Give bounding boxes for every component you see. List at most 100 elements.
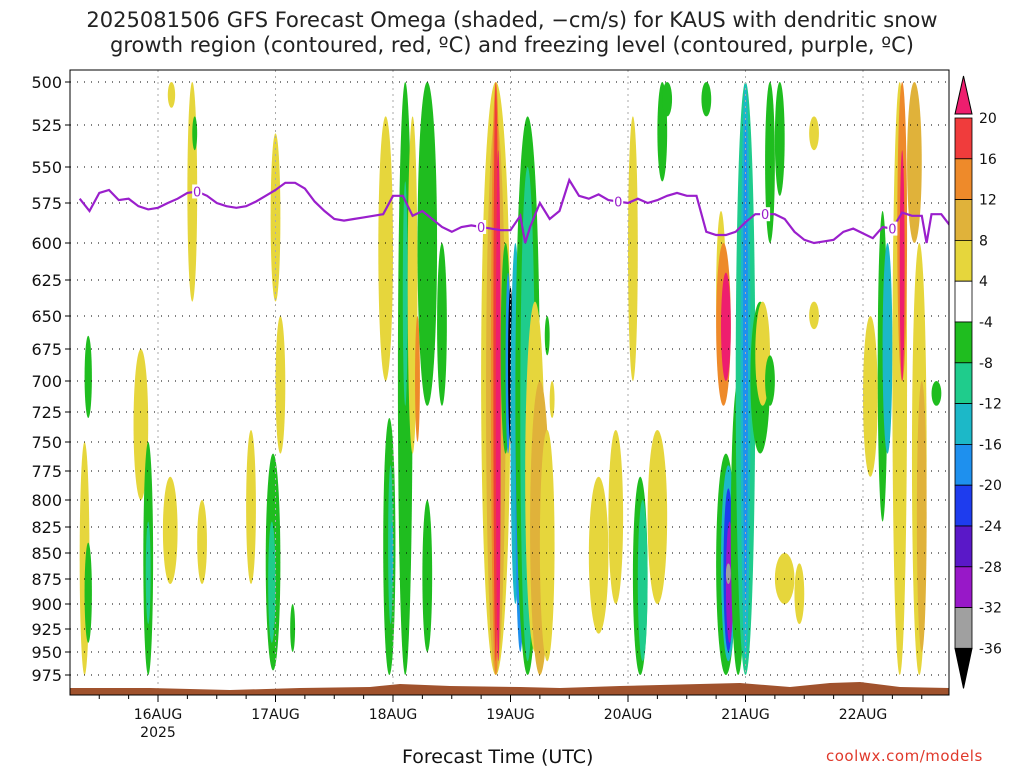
colorbar-swatch xyxy=(954,117,973,160)
omega-shade-region xyxy=(246,430,256,584)
colorbar-swatch xyxy=(954,199,973,241)
credit-link[interactable]: coolwx.com/models xyxy=(826,747,983,765)
omega-shade-region xyxy=(743,116,748,604)
omega-shading xyxy=(79,81,942,675)
y-tick-label: 725 xyxy=(31,403,62,422)
y-tick-label: 875 xyxy=(31,570,62,589)
omega-shade-region xyxy=(192,116,198,151)
omega-shade-region xyxy=(701,82,712,117)
omega-shade-region xyxy=(544,316,550,356)
omega-shade-region xyxy=(916,381,927,652)
colorbar-tick-label: -16 xyxy=(979,437,1002,453)
omega-shade-region xyxy=(197,500,207,584)
x-tick-label: 16AUG xyxy=(134,707,183,723)
freezing-level-contour-label: 0 xyxy=(193,185,201,200)
omega-shade-region xyxy=(765,82,775,243)
omega-shade-region xyxy=(647,430,668,604)
colorbar-swatch xyxy=(954,362,973,404)
freezing-level-contour-label: 0 xyxy=(477,221,485,236)
x-tick-label: 21AUG xyxy=(721,707,770,723)
omega-shade-region xyxy=(402,181,408,406)
plot-frame xyxy=(69,69,950,696)
y-tick-label: 900 xyxy=(31,595,62,614)
omega-shade-region xyxy=(290,604,296,652)
y-tick-label: 575 xyxy=(31,194,62,213)
omega-shade-region xyxy=(809,301,819,330)
y-tick-label: 925 xyxy=(31,620,62,639)
omega-shade-region xyxy=(725,563,731,584)
omega-shade-region xyxy=(275,316,286,454)
colorbar-tick-label: -12 xyxy=(979,397,1002,413)
omega-shade-region xyxy=(162,476,178,584)
colorbar-swatch xyxy=(954,280,973,323)
omega-shade-region xyxy=(167,82,176,108)
y-tick-label: 950 xyxy=(31,643,62,662)
y-tick-label: 675 xyxy=(31,340,62,359)
colorbar-swatch xyxy=(954,158,973,201)
x-tick-label: 18AUG xyxy=(369,707,418,723)
omega-shade-region xyxy=(268,521,276,643)
colorbar-tick-label: -8 xyxy=(979,356,993,372)
omega-shade-region xyxy=(133,349,149,500)
freezing-level-contour-label: 0 xyxy=(761,208,769,223)
x-tick-label: 19AUG xyxy=(486,707,535,723)
colorbar-tick-label: 4 xyxy=(979,274,988,290)
contour-label-bg xyxy=(476,220,487,234)
omega-shade-region xyxy=(765,355,775,406)
y-axis-ticks: 500 525 550 575 600 625 650 675 700 725 750 775 800 8… xyxy=(31,73,70,685)
colorbar-tick-label: -32 xyxy=(979,601,1002,617)
omega-shade-region xyxy=(495,150,501,662)
colorbar-swatch xyxy=(954,607,973,649)
y-tick-label: 600 xyxy=(31,234,62,253)
y-tick-label: 500 xyxy=(31,73,62,92)
y-tick-label: 975 xyxy=(31,666,62,685)
y-tick-label: 650 xyxy=(31,307,62,326)
colorbar-tick-label: -28 xyxy=(979,560,1002,576)
omega-shade-region xyxy=(931,381,942,406)
colorbar-tick-label: -4 xyxy=(979,315,993,331)
gridlines xyxy=(70,70,949,695)
y-tick-label: 775 xyxy=(31,462,62,481)
y-tick-label: 800 xyxy=(31,491,62,510)
omega-shade-region xyxy=(662,82,673,117)
omega-shade-region xyxy=(422,500,433,652)
contour-label-bg xyxy=(887,221,898,236)
omega-shade-region xyxy=(628,116,638,381)
y-tick-label: 750 xyxy=(31,433,62,452)
omega-shade-region xyxy=(84,542,92,643)
omega-shade-region xyxy=(907,82,922,243)
y-tick-label: 825 xyxy=(31,518,62,537)
x-axis-title: Forecast Time (UTC) xyxy=(402,746,594,768)
colorbar: 20 16 12 8 4 -4 -8 -12 -16 -20 -24 -28 -32 -36 xyxy=(954,75,1002,689)
contour-label-bg xyxy=(192,184,203,199)
omega-shade-region xyxy=(882,242,893,454)
omega-shade-region xyxy=(270,133,281,302)
freezing-level-contour-label: 0 xyxy=(888,223,896,238)
colorbar-tick-label: -20 xyxy=(979,478,1002,494)
colorbar-swatch xyxy=(954,525,973,568)
omega-shade-region xyxy=(809,116,819,151)
omega-shade-region xyxy=(437,243,447,406)
colorbar-tick-label: 16 xyxy=(979,152,997,168)
colorbar-bottom-arrow xyxy=(954,647,973,689)
colorbar-swatch xyxy=(954,566,973,608)
omega-shade-region xyxy=(407,116,418,454)
omega-shade-region xyxy=(378,116,393,381)
omega-shade-region xyxy=(539,429,555,662)
omega-shade-region xyxy=(588,476,609,634)
freezing-level-contour: 0 0 0 0 0 xyxy=(78,177,949,245)
omega-shade-region xyxy=(863,316,878,477)
y-tick-label: 850 xyxy=(31,544,62,563)
omega-shade-region xyxy=(721,272,731,381)
colorbar-swatch xyxy=(954,321,973,364)
colorbar-swatch xyxy=(954,443,973,486)
y-tick-label: 625 xyxy=(31,271,62,290)
omega-shade-region xyxy=(899,150,905,381)
x-year-label: 2025 xyxy=(140,725,176,741)
omega-shade-region xyxy=(794,563,805,624)
y-tick-label: 550 xyxy=(31,158,62,177)
ground-surface xyxy=(70,682,949,695)
x-axis-ticks: 16AUG 17AUG 18AUG 19AUG 20AUG 21AUG 22AUG 2025 xyxy=(98,695,923,741)
omega-shade-region xyxy=(417,82,438,406)
